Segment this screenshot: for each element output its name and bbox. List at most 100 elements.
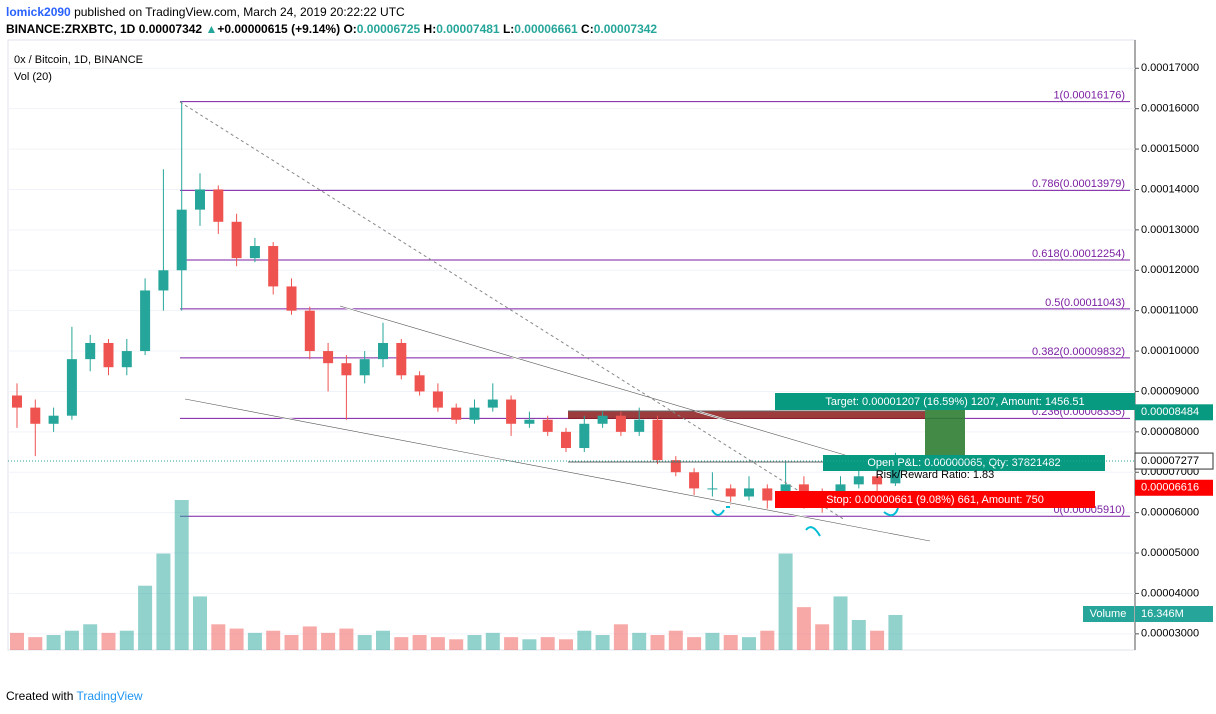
footer: Created with TradingView xyxy=(6,689,143,703)
y-tick-label: 0.00003000 xyxy=(1141,628,1199,640)
volume-bar xyxy=(266,630,281,650)
volume-bar xyxy=(467,635,482,650)
candle-body xyxy=(12,395,22,408)
volume-bar xyxy=(193,596,207,650)
candle-body xyxy=(396,342,407,376)
candle-body xyxy=(304,310,315,352)
y-tick-label: 0.00009000 xyxy=(1141,385,1199,397)
volume-bar xyxy=(302,626,317,650)
ohlc-value: 0.00007481 xyxy=(436,22,500,36)
candle-body xyxy=(231,221,242,259)
trendline-edge xyxy=(184,398,931,542)
x-tick-label: Dec xyxy=(373,659,393,660)
volume-bar xyxy=(138,585,153,650)
volume-bar xyxy=(174,500,189,650)
candle-body xyxy=(469,407,480,420)
y-tick-label: 0.00005000 xyxy=(1141,547,1199,559)
pnl-box xyxy=(823,455,1105,471)
candle-body xyxy=(634,419,645,432)
candle-body xyxy=(66,359,77,416)
volume-bar xyxy=(412,635,427,650)
quote-line: BINANCE:ZRXBTC, 1D 0.00007342 ▲+0.000006… xyxy=(6,22,657,36)
volume-bar xyxy=(284,635,299,650)
user[interactable]: lomick2090 xyxy=(6,5,71,19)
x-tick-label: 2019 xyxy=(517,659,541,660)
candle-body xyxy=(524,419,535,424)
volume-bar xyxy=(119,630,134,650)
volume-bar xyxy=(742,637,756,650)
y-tick-label: 0.00012000 xyxy=(1141,264,1199,276)
candle-body xyxy=(286,286,297,311)
dashed-line xyxy=(179,101,846,521)
volume-bar xyxy=(64,630,79,650)
candle-body xyxy=(140,290,151,352)
target-box xyxy=(775,393,1135,410)
volume-bar xyxy=(83,624,98,650)
footer-brand[interactable]: TradingView xyxy=(76,689,143,703)
candle-body xyxy=(48,415,59,424)
ohlc-key: C: xyxy=(581,22,594,36)
price: 0.00007342 xyxy=(138,22,203,36)
candle-body xyxy=(798,484,809,497)
price-tag xyxy=(1134,452,1214,470)
ohlc-value: 0.00006661 xyxy=(514,22,578,36)
stop-text: Stop: 0.00000661 (9.08%) 661, Amount: 75… xyxy=(826,494,1044,506)
volume-bar xyxy=(28,637,43,650)
y-tick-label: 0.00015000 xyxy=(1141,143,1199,155)
candle-body xyxy=(158,270,169,291)
volume-bar xyxy=(339,628,354,650)
volume-bar xyxy=(833,596,848,650)
candle-body xyxy=(176,209,187,271)
candle-body xyxy=(670,460,681,473)
ohlc-key: L: xyxy=(502,22,515,36)
volume-bar xyxy=(705,632,720,650)
plot-frame xyxy=(7,39,1136,651)
y-tick-label: 0.00006000 xyxy=(1141,507,1199,519)
volume-tag-value-box xyxy=(1135,606,1213,622)
candle-body xyxy=(561,431,571,449)
candle-body xyxy=(249,246,260,259)
fib-label: 0.786(0.00013979) xyxy=(1032,178,1125,190)
volume-bar xyxy=(577,630,592,650)
candle-body xyxy=(597,415,608,424)
ohlc-value: 0.00007342 xyxy=(593,22,658,36)
price-tag-label: 0.00007277 xyxy=(1141,455,1199,467)
y-tick-label: 0.00011000 xyxy=(1141,305,1198,317)
candle-body xyxy=(103,342,114,368)
fib-label: 0.382(0.00009832) xyxy=(1032,346,1125,358)
volume-bar xyxy=(613,624,628,650)
volume-bar xyxy=(632,632,647,650)
candle-body xyxy=(414,375,425,392)
volume-tag-label: Volume xyxy=(1090,608,1127,620)
price-tag xyxy=(1135,479,1213,496)
volume-tag-value: 16.346M xyxy=(1141,608,1184,620)
arrow: ▲ xyxy=(205,22,218,36)
volume-bar xyxy=(815,624,830,650)
volume-bar xyxy=(449,639,464,650)
trendline-edge xyxy=(339,305,846,456)
candle-body xyxy=(689,472,700,489)
volume-bar xyxy=(760,630,775,650)
y-tick-label: 0.00008000 xyxy=(1141,426,1199,438)
volume-bar xyxy=(430,637,445,650)
stop-box xyxy=(775,491,1095,508)
candle-body xyxy=(432,391,443,408)
volume-bar xyxy=(46,635,61,650)
x-tick-label: Oct xyxy=(100,659,117,660)
ohlc-key: H: xyxy=(423,22,437,36)
volume-bar xyxy=(394,637,409,650)
y-tick-label: 0.00014000 xyxy=(1141,183,1199,195)
volume-bar xyxy=(723,635,738,650)
volume-bar xyxy=(778,553,793,650)
candle-body xyxy=(872,476,883,485)
x-tick-label: Feb xyxy=(666,659,685,660)
publish-line: lomick2090 published on TradingView.com,… xyxy=(6,5,405,19)
candle-body xyxy=(762,488,773,501)
volume-tag-box xyxy=(1083,606,1134,622)
volume-bar xyxy=(357,635,372,650)
candle-body xyxy=(359,359,370,376)
target-zone xyxy=(568,411,925,419)
volume-bar xyxy=(687,637,702,650)
candle-body xyxy=(30,407,41,424)
doodle xyxy=(711,506,899,537)
